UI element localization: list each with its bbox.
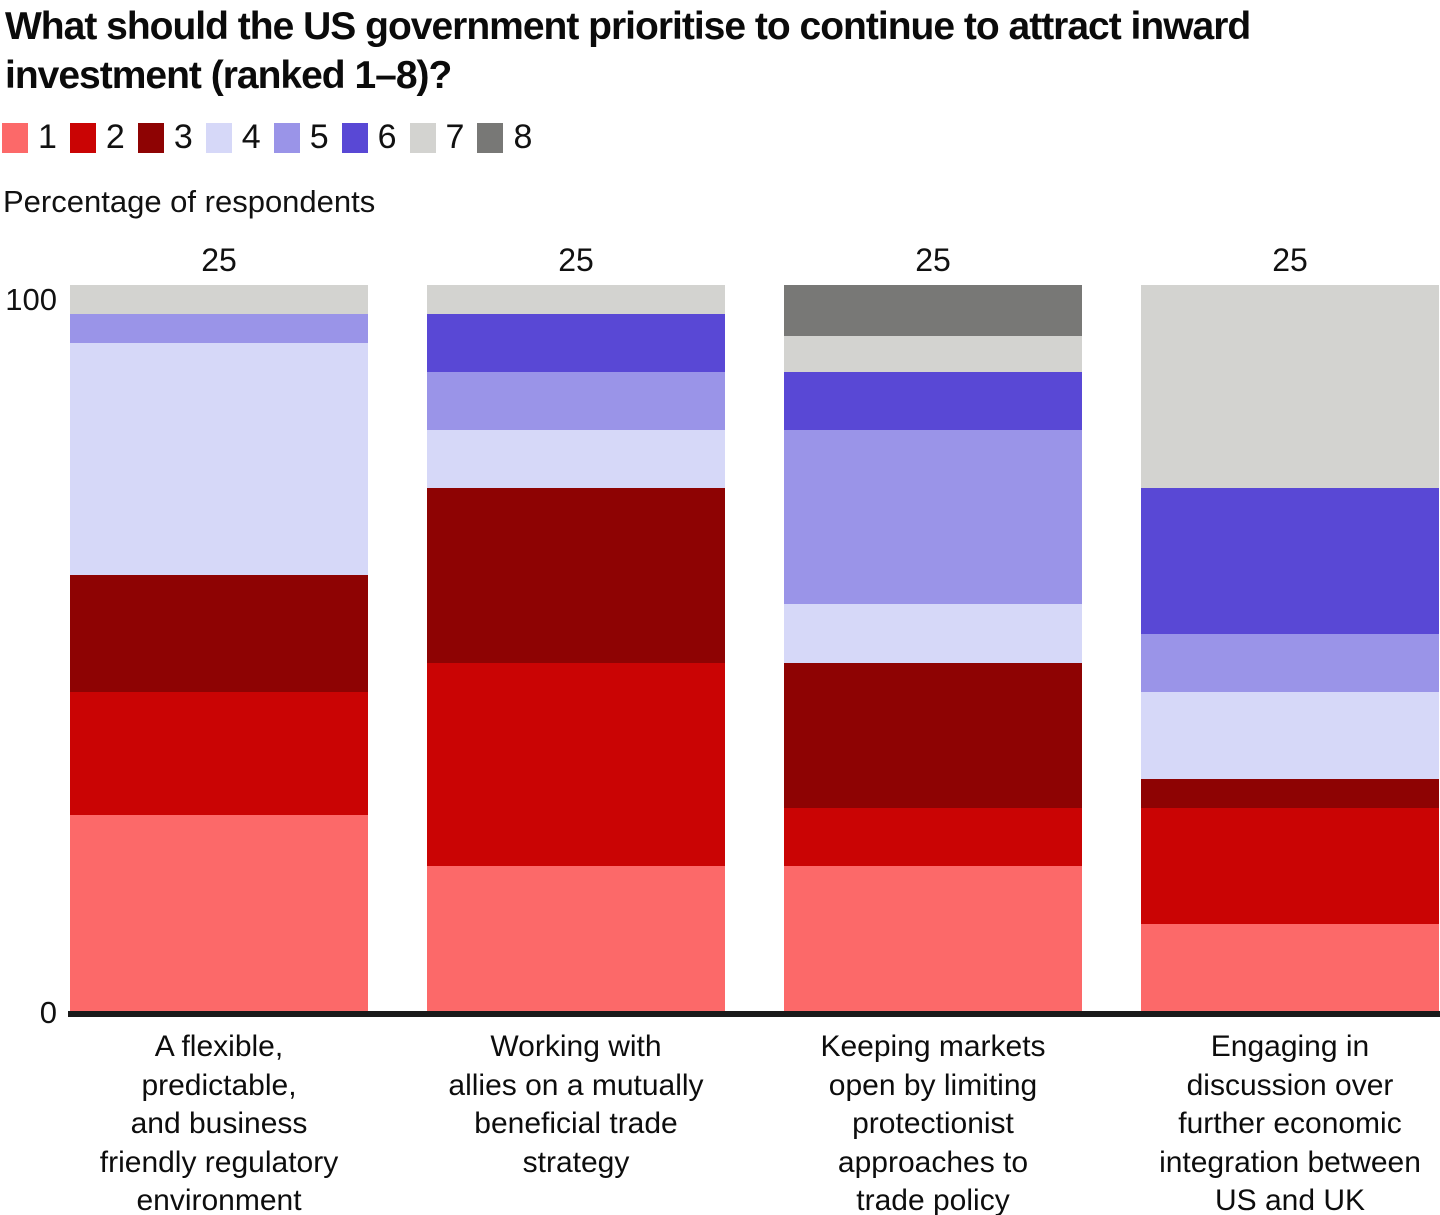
category-label-1: A flexible, predictable, and business fr… — [99, 1030, 339, 1215]
legend-swatch-rank-5 — [273, 122, 300, 153]
bar-3-segment-rank-6 — [784, 372, 1082, 431]
legend-item-rank-6: 6 — [341, 118, 397, 157]
bar-4-segment-rank-6 — [1141, 488, 1439, 634]
legend: 1 2 3 4 5 6 7 8 — [2, 118, 545, 157]
legend-label-rank-8: 8 — [513, 118, 533, 156]
bar-1-segment-rank-5 — [70, 314, 368, 344]
legend-item-rank-2: 2 — [69, 118, 125, 157]
bar-3-segment-rank-4 — [784, 604, 1082, 663]
bar-2-segment-rank-2 — [427, 662, 725, 866]
bar-2-segment-rank-4 — [427, 430, 725, 489]
bar-2-segment-rank-1 — [427, 865, 725, 1011]
y-axis-caption: Percentage of respondents — [3, 184, 376, 219]
bar-2-segment-rank-5 — [427, 372, 725, 431]
bar-4-segment-rank-7 — [1141, 285, 1439, 489]
bar-4-segment-rank-2 — [1141, 807, 1439, 924]
legend-label-rank-3: 3 — [173, 118, 193, 156]
bar-4-segment-rank-4 — [1141, 691, 1439, 779]
bar-3-segment-rank-2 — [784, 807, 1082, 866]
chart-title-line2: investment (ranked 1–8)? — [5, 54, 452, 97]
bar-4-segment-rank-5 — [1141, 633, 1439, 692]
category-label-4: Engaging in discussion over further econ… — [1159, 1030, 1421, 1215]
bar-4-top-label: 25 — [1272, 242, 1308, 278]
bar-1-top-label: 25 — [201, 242, 237, 278]
legend-swatch-rank-6 — [341, 122, 368, 153]
legend-swatch-rank-4 — [205, 122, 232, 153]
bar-1-segment-rank-1 — [70, 814, 368, 1011]
chart-title: What should the US government prioritise… — [5, 2, 1440, 100]
legend-label-rank-5: 5 — [309, 118, 329, 156]
category-label-2: Working with allies on a mutually benefi… — [448, 1030, 704, 1179]
bar-2-segment-rank-3 — [427, 488, 725, 663]
y-tick-100: 100 — [5, 282, 57, 317]
x-axis-line — [68, 1011, 1440, 1017]
legend-item-rank-5: 5 — [273, 118, 329, 157]
bar-3-segment-rank-5 — [784, 430, 1082, 605]
bar-1-segment-rank-2 — [70, 691, 368, 815]
legend-label-rank-6: 6 — [377, 118, 397, 156]
bar-1-segment-rank-7 — [70, 285, 368, 315]
bar-3-segment-rank-7 — [784, 335, 1082, 373]
legend-item-rank-3: 3 — [137, 118, 193, 157]
bar-4 — [1141, 285, 1439, 1011]
bar-3-top-label: 25 — [915, 242, 951, 278]
bar-3-segment-rank-1 — [784, 865, 1082, 1011]
category-label-3: Keeping markets open by limiting protect… — [820, 1030, 1046, 1215]
legend-item-rank-7: 7 — [409, 118, 465, 157]
legend-swatch-rank-8 — [477, 122, 504, 153]
bar-1 — [70, 285, 368, 1011]
bar-3-segment-rank-8 — [784, 285, 1082, 336]
bar-2-segment-rank-7 — [427, 285, 725, 315]
legend-item-rank-8: 8 — [477, 118, 532, 157]
bar-4-segment-rank-1 — [1141, 923, 1439, 1011]
bar-3-segment-rank-3 — [784, 662, 1082, 808]
legend-label-rank-7: 7 — [445, 118, 465, 156]
legend-swatch-rank-1 — [2, 122, 28, 153]
bar-1-segment-rank-3 — [70, 575, 368, 692]
bar-1-segment-rank-4 — [70, 343, 368, 576]
legend-swatch-rank-7 — [409, 122, 436, 153]
legend-label-rank-1: 1 — [38, 118, 57, 156]
bar-2-segment-rank-6 — [427, 314, 725, 373]
legend-label-rank-2: 2 — [105, 118, 125, 156]
bar-2-top-label: 25 — [558, 242, 594, 278]
legend-label-rank-4: 4 — [241, 118, 261, 156]
y-tick-0: 0 — [39, 995, 57, 1030]
legend-item-rank-1: 1 — [2, 118, 57, 157]
bar-2 — [427, 285, 725, 1011]
bar-3 — [784, 285, 1082, 1011]
chart-title-line1: What should the US government prioritise… — [5, 5, 1251, 48]
bar-4-segment-rank-3 — [1141, 778, 1439, 808]
legend-swatch-rank-2 — [69, 122, 96, 153]
legend-swatch-rank-3 — [137, 122, 164, 153]
legend-item-rank-4: 4 — [205, 118, 261, 157]
